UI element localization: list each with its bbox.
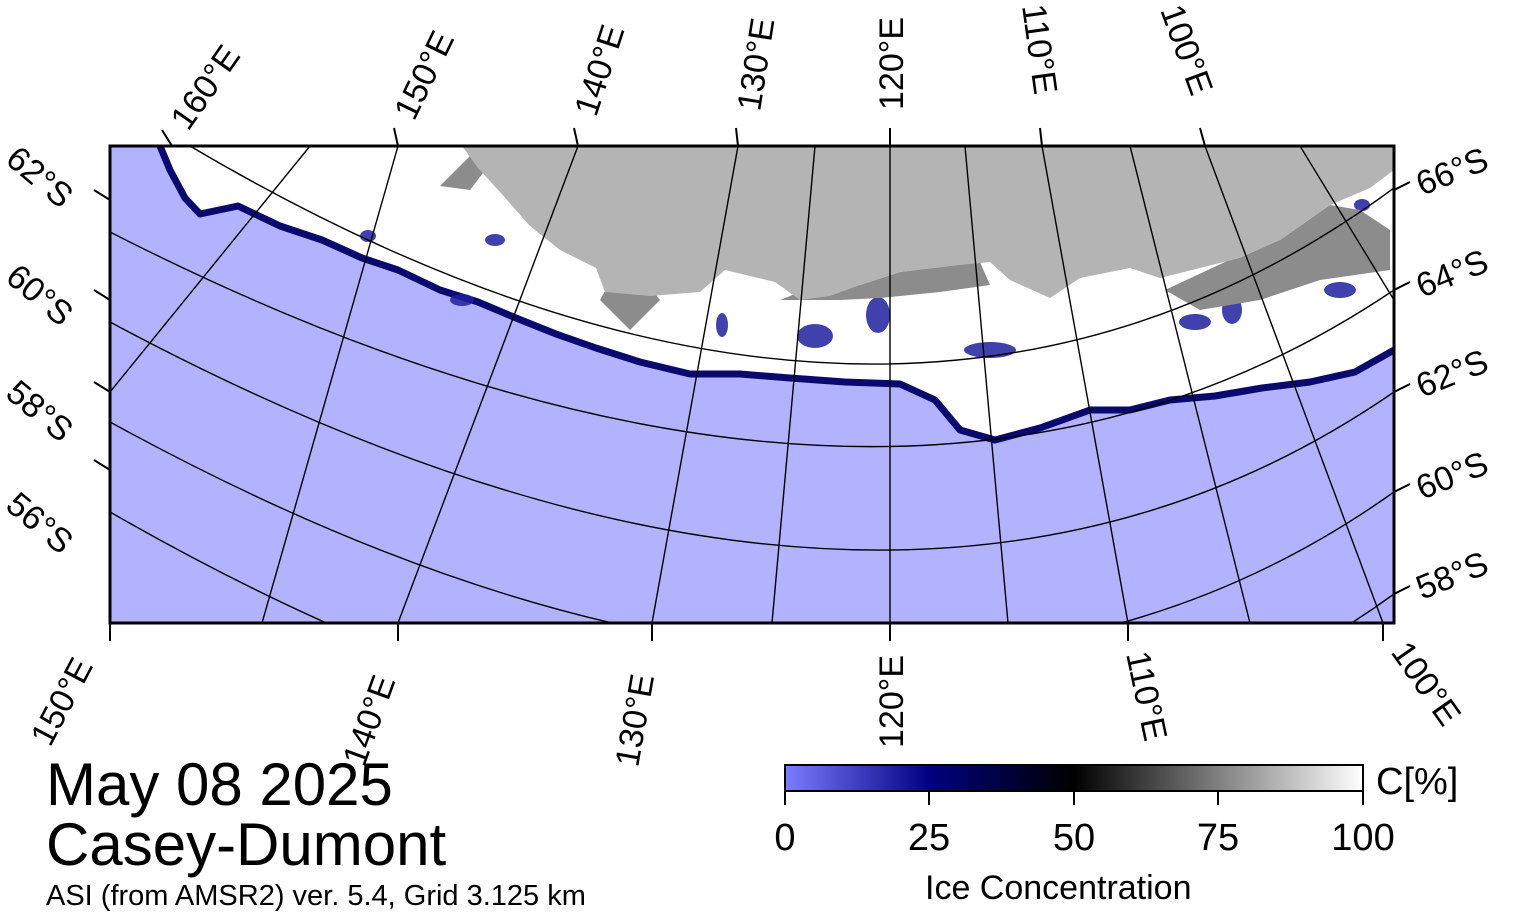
lon-label-bottom-130e: 130°E xyxy=(608,671,662,769)
map-date: May 08 2025 xyxy=(46,751,393,818)
product-description: ASI (from AMSR2) ver. 5.4, Grid 3.125 km xyxy=(46,880,586,912)
colorbar-tick-label-25: 25 xyxy=(907,817,951,859)
lon-label-bottom-150e: 150°E xyxy=(24,652,101,752)
lat-label-right-66s: 66°S xyxy=(1411,140,1494,203)
lon-label-top-140e: 140°E xyxy=(567,20,632,120)
top-longitude-labels: 160°E 150°E 140°E 130°E 120°E 110°E 100°… xyxy=(163,0,1220,137)
frame-ticks xyxy=(93,127,1411,641)
region-name: Casey-Dumont xyxy=(46,811,447,878)
lon-label-top-110e: 110°E xyxy=(1014,2,1064,97)
lon-label-bottom-110e: 110°E xyxy=(1118,648,1174,744)
left-latitude-labels: 62°S 60°S 58°S 56°S xyxy=(0,139,80,562)
lat-label-right-64s: 64°S xyxy=(1411,242,1494,305)
lat-label-right-60s: 60°S xyxy=(1411,444,1494,507)
lat-label-left-56s: 56°S xyxy=(0,485,80,562)
antarctica-land xyxy=(462,146,1394,300)
lon-label-top-100e: 100°E xyxy=(1152,0,1220,100)
lat-label-left-60s: 60°S xyxy=(0,257,80,334)
lat-label-left-62s: 62°S xyxy=(0,139,80,216)
lat-label-right-58s: 58°S xyxy=(1411,544,1494,607)
lon-label-bottom-100e: 100°E xyxy=(1383,635,1467,733)
lon-label-top-150e: 150°E xyxy=(387,25,462,125)
colorbar-ticks xyxy=(784,791,1364,805)
lon-label-bottom-120e: 120°E xyxy=(873,655,911,748)
lon-label-top-160e: 160°E xyxy=(163,39,247,137)
ice-edge xyxy=(156,146,1394,444)
colorbar-tick-label-50: 50 xyxy=(1052,817,1096,859)
colorbar-tick-label-75: 75 xyxy=(1196,817,1240,859)
colorbar-title: Ice Concentration xyxy=(925,869,1192,907)
colorbar-unit: C[%] xyxy=(1376,761,1459,803)
lon-label-top-120e: 120°E xyxy=(873,17,911,110)
colorbar xyxy=(784,764,1364,792)
longitude-lines xyxy=(110,146,1394,623)
colorbar-tick-label-0: 0 xyxy=(774,817,796,859)
right-latitude-labels: 66°S 64°S 62°S 60°S 58°S xyxy=(1411,140,1494,607)
lon-label-top-130e: 130°E xyxy=(730,15,782,113)
colorbar-tick-label-100: 100 xyxy=(1331,817,1395,859)
lat-label-right-62s: 62°S xyxy=(1411,342,1494,405)
latitude-lines xyxy=(110,146,1394,623)
map-frame xyxy=(108,144,1396,625)
lat-label-left-58s: 58°S xyxy=(0,373,80,450)
